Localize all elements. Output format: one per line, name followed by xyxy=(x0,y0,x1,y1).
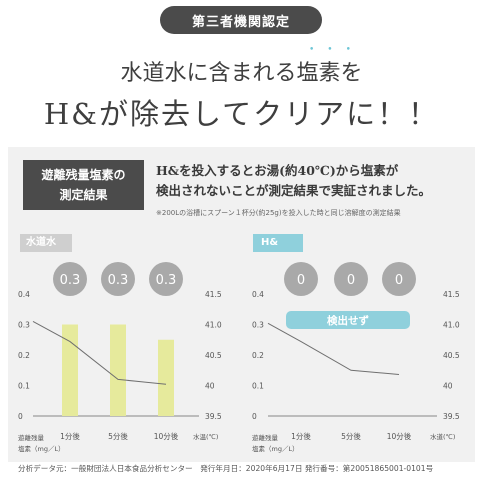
y2-axis-label: 水温(℃) xyxy=(193,432,218,441)
x-tick-label: 1分後 xyxy=(291,431,311,441)
y-tick-label: 0.4 xyxy=(18,290,30,299)
headline-line1: 水道水に含まれる塩素を ••• xyxy=(0,45,483,87)
value-bubble-label: 0 xyxy=(347,273,355,288)
result-claim-line1: H&を投入するとお湯(約40℃)から塩素が xyxy=(156,163,399,178)
y-axis-label-line2: 塩素（mg／L） xyxy=(252,444,299,453)
x-tick-label: 1分後 xyxy=(60,431,80,441)
y-tick-label: 0.1 xyxy=(252,382,264,391)
y-axis-label-line1: 遊離残量 xyxy=(252,433,279,442)
emphasis-dots: ••• xyxy=(309,45,364,55)
y2-tick-label: 40 xyxy=(205,382,215,391)
chlorine-bar xyxy=(110,324,126,416)
measurement-note: ※200Lの浴槽にスプーン１杯分(約25g)を投入した時と同じ溶解度の測定結果 xyxy=(156,209,401,217)
x-tick-label: 5分後 xyxy=(108,431,128,441)
h-and-tag: H& xyxy=(253,234,303,252)
x-tick-label: 5分後 xyxy=(341,431,361,441)
temperature-line xyxy=(32,321,167,385)
value-bubble xyxy=(284,262,318,296)
y-tick-label: 0 xyxy=(18,412,23,421)
y2-tick-label: 40.5 xyxy=(205,351,222,360)
y2-tick-label: 41.0 xyxy=(205,321,222,330)
result-claim: H&を投入するとお湯(約40℃)から塩素が 検出されないことが測定結果で実証され… xyxy=(156,161,474,201)
y2-tick-label: 41.5 xyxy=(205,290,222,299)
y2-tick-label: 39.5 xyxy=(443,412,460,421)
value-bubble-label: 0 xyxy=(395,273,403,288)
y-tick-label: 0.3 xyxy=(252,321,264,330)
not-detected-label: 検出せず xyxy=(327,314,369,327)
y-tick-label: 0.2 xyxy=(252,351,264,360)
y2-tick-label: 41.5 xyxy=(443,290,460,299)
result-claim-line2: 検出されないことが測定結果で実証されました。 xyxy=(156,183,432,198)
y2-tick-label: 41.0 xyxy=(443,321,460,330)
y-axis-label-line1: 遊離残量 xyxy=(18,433,45,442)
y2-tick-label: 40 xyxy=(443,382,453,391)
chlorine-charts: 0 0.1 0.2 0.3 0.4 39.5 40 40.5 41.0 41.5 0.3 0.3 0.3… xyxy=(18,262,460,453)
value-bubble-label: 0.3 xyxy=(156,273,177,288)
value-bubble-label: 0.3 xyxy=(60,273,81,288)
y-tick-label: 0.3 xyxy=(18,321,30,330)
value-bubble-label: 0 xyxy=(297,273,305,288)
x-tick-label: 10分後 xyxy=(387,431,412,441)
value-bubble xyxy=(149,262,183,296)
chlorine-bar xyxy=(158,339,174,416)
y2-tick-label: 40.5 xyxy=(443,351,460,360)
temperature-line xyxy=(267,322,400,376)
y-tick-label: 0.1 xyxy=(18,382,30,391)
tap-water-tag: 水道水 xyxy=(20,234,72,252)
data-source-footer: 分析データ元：一般財団法人日本食品分析センター 発行年月日：2020年6月17日… xyxy=(18,464,434,473)
y2-axis-label: 水道(℃) xyxy=(430,432,455,441)
y2-tick-label: 39.5 xyxy=(205,412,222,421)
x-tick-label: 10分後 xyxy=(154,431,179,441)
y-tick-label: 0.4 xyxy=(252,290,264,299)
headline-line1-text: 水道水に含まれる塩素を xyxy=(120,61,363,86)
value-bubble-label: 0.3 xyxy=(108,273,129,288)
value-bubble xyxy=(334,262,368,296)
value-bubble xyxy=(382,262,416,296)
y-tick-label: 0 xyxy=(252,412,257,421)
y-axis-label-line2: 塩素（mg／L） xyxy=(18,444,65,453)
value-bubble xyxy=(101,262,135,296)
certification-badge: 第三者機関認定 xyxy=(160,6,322,34)
y-tick-label: 0.2 xyxy=(18,351,30,360)
not-detected-badge xyxy=(286,311,410,329)
headline-line2: H&が除去してクリアに！！ xyxy=(43,97,440,131)
measurement-label-line1: 遊離残量塩素の xyxy=(41,168,126,182)
value-bubble xyxy=(53,262,87,296)
chlorine-bar xyxy=(62,324,78,416)
measurement-label-box: 遊離残量塩素の 測定結果 xyxy=(23,160,144,210)
measurement-label-line2: 測定結果 xyxy=(59,188,108,202)
